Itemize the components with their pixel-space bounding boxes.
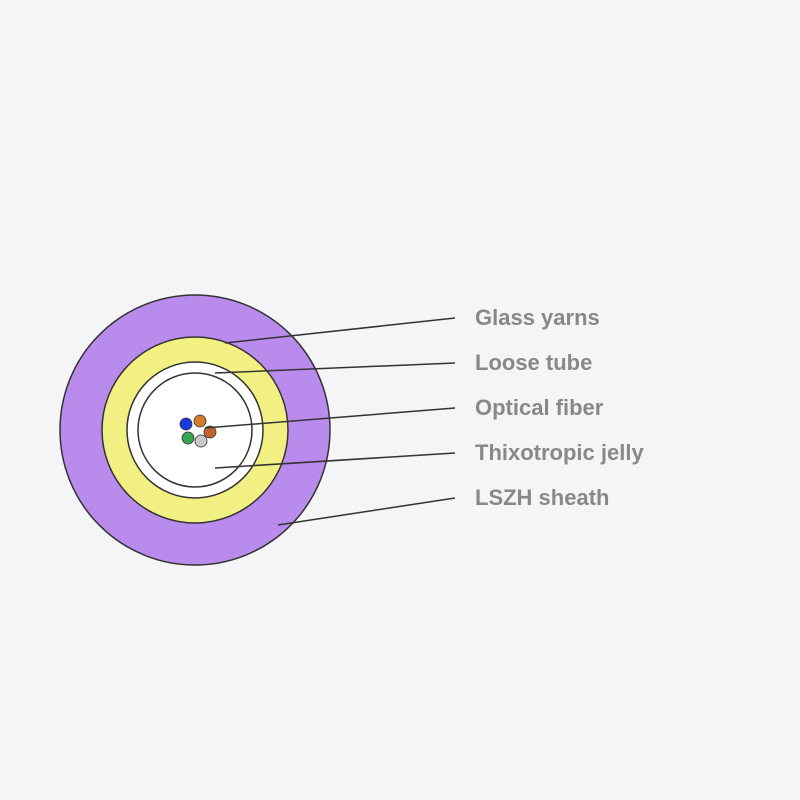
- label-optical-fiber: Optical fiber: [475, 395, 603, 421]
- label-loose-tube: Loose tube: [475, 350, 592, 376]
- label-lszh-sheath: LSZH sheath: [475, 485, 609, 511]
- fiber-orange-1: [194, 415, 206, 427]
- fiber-blue: [180, 418, 192, 430]
- cable-diagram: Glass yarns Loose tube Optical fiber Thi…: [0, 0, 800, 800]
- label-glass-yarns: Glass yarns: [475, 305, 600, 331]
- fiber-green: [182, 432, 194, 444]
- cable-svg: [0, 0, 800, 800]
- fiber-grey: [195, 435, 207, 447]
- label-thixotropic-jelly: Thixotropic jelly: [475, 440, 644, 466]
- layer-thixotropic-jelly: [138, 373, 252, 487]
